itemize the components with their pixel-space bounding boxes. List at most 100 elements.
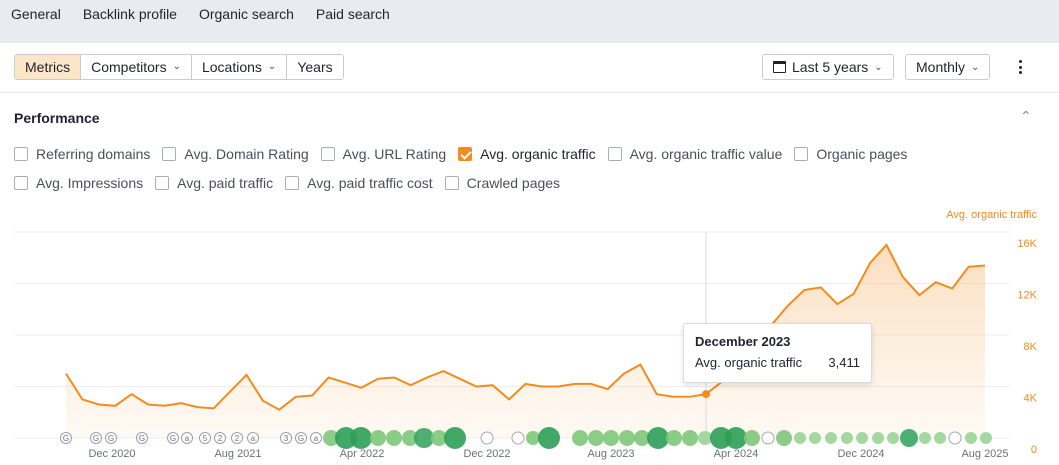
annotation-marker[interactable] (199, 432, 211, 444)
update-marker[interactable] (619, 430, 635, 446)
annotation-marker-label: G (108, 434, 114, 443)
checkbox-icon[interactable] (155, 176, 170, 190)
annotation-marker[interactable] (167, 432, 179, 444)
metric-checkbox-avg-paid-traffic[interactable]: Avg. paid traffic (155, 175, 273, 191)
checkbox-icon[interactable] (607, 147, 622, 161)
locations-button[interactable]: Locations ⌄ (191, 55, 288, 79)
update-marker[interactable] (698, 431, 712, 445)
years-button[interactable]: Years (287, 55, 343, 79)
chart-tooltip: December 2023 Avg. organic traffic 3,411 (683, 323, 872, 383)
update-marker[interactable] (776, 430, 792, 446)
update-marker[interactable] (919, 432, 931, 444)
tab-backlink-profile[interactable]: Backlink profile (82, 5, 177, 22)
update-marker[interactable] (634, 430, 650, 446)
metric-checkbox-avg-domain-rating[interactable]: Avg. Domain Rating (162, 146, 309, 162)
annotation-marker[interactable] (214, 432, 226, 444)
annotation-marker[interactable] (231, 432, 243, 444)
annotation-marker[interactable] (90, 432, 102, 444)
annotation-marker[interactable] (310, 432, 322, 444)
granularity-dropdown[interactable]: Monthly ⌄ (905, 54, 991, 80)
metric-checkbox-crawled-pages[interactable]: Crawled pages (444, 175, 560, 191)
metric-checkbox-avg-organic-traffic[interactable]: Avg. organic traffic (458, 146, 596, 162)
metric-checkbox-organic-pages[interactable]: Organic pages (794, 146, 907, 162)
checkbox-icon[interactable] (162, 147, 177, 161)
metric-checkbox-avg-paid-traffic-cost[interactable]: Avg. paid traffic cost (285, 175, 433, 191)
checkbox-icon[interactable] (285, 176, 300, 190)
update-marker[interactable] (934, 432, 946, 444)
checkbox-icon[interactable] (794, 147, 809, 161)
area-fill (66, 244, 985, 438)
update-marker[interactable] (794, 432, 806, 444)
update-marker[interactable] (744, 430, 760, 446)
update-marker[interactable] (511, 431, 525, 445)
period-dropdown[interactable]: Last 5 years ⌄ (762, 54, 894, 80)
update-marker[interactable] (526, 431, 540, 445)
checkbox-icon[interactable] (14, 147, 28, 161)
update-marker[interactable] (682, 430, 698, 446)
update-marker[interactable] (809, 432, 821, 444)
annotation-marker-label: a (251, 434, 256, 443)
checkbox-icon[interactable] (458, 147, 473, 161)
checkbox-label: Organic pages (816, 146, 908, 162)
metric-checkbox-avg-impressions[interactable]: Avg. Impressions (14, 175, 143, 191)
metric-checkbox-referring-domains[interactable]: Referring domains (14, 146, 150, 162)
update-marker[interactable] (370, 430, 386, 446)
update-marker[interactable] (431, 430, 447, 446)
update-marker[interactable] (841, 432, 853, 444)
update-marker[interactable] (965, 432, 977, 444)
metrics-button[interactable]: Metrics (15, 55, 82, 79)
tab-general[interactable]: General (0, 1, 72, 34)
update-marker[interactable] (980, 432, 992, 444)
checkbox-label: Avg. organic traffic value (629, 146, 783, 162)
update-marker[interactable] (761, 431, 775, 445)
metrics-label: Metrics (25, 59, 71, 75)
period-label: Last 5 years (792, 59, 869, 75)
update-marker[interactable] (402, 430, 418, 446)
tab-paid-search[interactable]: Paid search (315, 5, 390, 22)
update-marker[interactable] (386, 430, 402, 446)
annotation-marker[interactable] (280, 432, 292, 444)
annotation-marker-label: 3 (284, 434, 289, 443)
annotation-marker[interactable] (136, 432, 148, 444)
metric-checkbox-row-1: Referring domains Avg. Domain Rating Avg. … (14, 146, 919, 162)
tab-organic-search[interactable]: Organic search (198, 5, 294, 22)
update-marker[interactable] (480, 431, 494, 445)
x-tick-label: Dec 2020 (88, 448, 135, 460)
checkbox-icon[interactable] (444, 176, 459, 190)
y-tick-label: 4K (1024, 393, 1038, 405)
update-marker[interactable] (647, 427, 669, 449)
update-marker[interactable] (856, 432, 868, 444)
collapse-chevron-up-icon[interactable]: ⌃ (1020, 108, 1032, 124)
more-options-icon[interactable] (1015, 58, 1025, 76)
checkbox-label: Referring domains (36, 146, 151, 162)
update-marker[interactable] (414, 428, 434, 448)
x-tick-label: Dec 2024 (837, 448, 884, 460)
update-marker[interactable] (588, 430, 604, 446)
annotation-marker[interactable] (247, 432, 259, 444)
update-marker[interactable] (825, 432, 837, 444)
update-marker[interactable] (538, 427, 560, 449)
metric-checkbox-avg-url-rating[interactable]: Avg. URL Rating (320, 146, 446, 162)
update-marker[interactable] (603, 430, 619, 446)
update-marker[interactable] (350, 427, 372, 449)
annotation-marker[interactable] (105, 432, 117, 444)
update-marker[interactable] (900, 429, 918, 447)
update-marker[interactable] (887, 432, 899, 444)
checkbox-icon[interactable] (320, 147, 335, 161)
update-marker[interactable] (872, 432, 884, 444)
update-marker[interactable] (323, 430, 339, 446)
annotation-marker[interactable] (295, 432, 307, 444)
competitors-button[interactable]: Competitors ⌄ (81, 55, 192, 79)
update-marker[interactable] (572, 430, 588, 446)
update-marker[interactable] (666, 430, 682, 446)
update-marker[interactable] (444, 427, 466, 449)
update-marker[interactable] (725, 427, 747, 449)
chevron-down-icon: ⌄ (267, 61, 277, 72)
metric-checkbox-avg-organic-traffic-value[interactable]: Avg. organic traffic value (607, 146, 783, 162)
annotation-marker[interactable] (60, 432, 72, 444)
annotation-marker-label: a (314, 434, 319, 443)
update-marker[interactable] (948, 431, 962, 445)
annotation-marker[interactable] (181, 432, 193, 444)
checkbox-icon[interactable] (14, 176, 28, 190)
